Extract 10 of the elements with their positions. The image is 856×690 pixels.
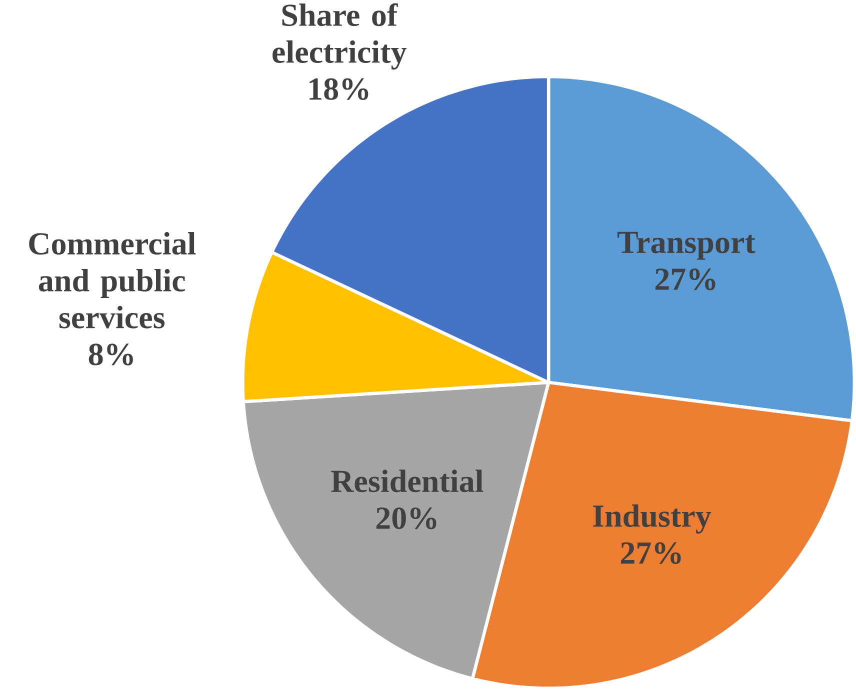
data-label: 18% <box>310 78 368 100</box>
slice-label: Commercial and public services <box>29 232 196 328</box>
data-label: 27% <box>655 268 716 290</box>
slice-label: Transport <box>618 232 756 260</box>
slice-label: Industry <box>593 504 712 534</box>
data-label: 20% <box>376 507 436 530</box>
data-label: 27% <box>620 542 681 564</box>
slice-label: Share of electricity <box>272 3 406 70</box>
slice-label: Residential <box>331 470 484 492</box>
data-label: 8% <box>88 344 133 366</box>
